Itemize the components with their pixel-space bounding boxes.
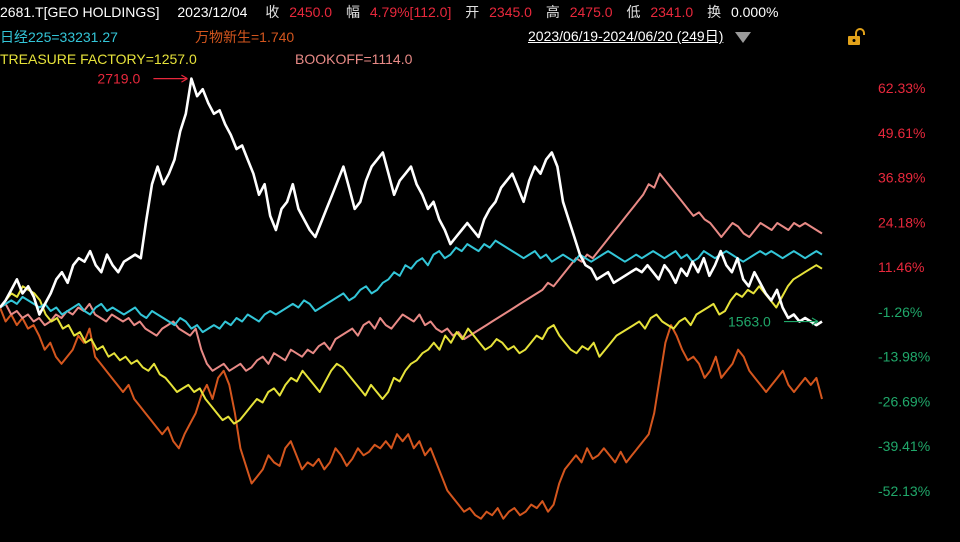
header-row: 2681.T[GEO HOLDINGS] 2023/12/04 收 2450.0…: [0, 2, 778, 22]
close-label: 收: [265, 4, 280, 20]
y-tick-label: 36.89%: [878, 170, 925, 186]
y-tick-label: -52.13%: [878, 483, 930, 499]
series-line-3: [0, 264, 823, 425]
high-label: 高: [545, 4, 560, 20]
y-tick-label: 11.46%: [878, 259, 924, 275]
change-value: 4.79%[112.0]: [369, 4, 452, 20]
legend-treasure[interactable]: TREASURE FACTORY=1257.0: [0, 51, 197, 67]
lock-icon[interactable]: [846, 28, 866, 46]
date-range-text[interactable]: 2023/06/19-2024/06/20 (249日): [528, 28, 724, 44]
annotation-arrow-head: [811, 317, 819, 326]
series-line-1: [0, 239, 823, 334]
open-label: 开: [465, 4, 480, 20]
turnover-value: 0.000%: [730, 4, 779, 20]
legend-wanwu[interactable]: 万物新生=1.740: [195, 29, 295, 45]
series-line-0: [0, 77, 823, 327]
max-annotation-label: 2719.0: [97, 71, 140, 87]
y-axis: 62.33% 49.61% 36.89% 24.18% 11.46% -1.26% -13.…: [878, 80, 930, 499]
turnover-label: 换: [707, 4, 722, 20]
y-tick-label: -13.98%: [878, 349, 930, 365]
symbol-label[interactable]: 2681.T[GEO HOLDINGS]: [0, 4, 160, 20]
open-value: 2345.0: [489, 4, 532, 20]
y-tick-label: 24.18%: [878, 214, 925, 230]
min-annotation-label: 1563.0: [728, 314, 771, 330]
y-tick-label: -1.26%: [878, 304, 922, 320]
annotations: 2719.0 1563.0: [97, 71, 819, 330]
close-value: 2450.0: [289, 4, 333, 20]
low-label: 低: [626, 4, 641, 20]
y-tick-label: 49.61%: [878, 125, 925, 141]
legend-bookoff[interactable]: BOOKOFF=1114.0: [295, 51, 413, 67]
y-tick-label: 62.33%: [878, 80, 925, 96]
series-lines: [0, 77, 823, 520]
date-range-selector[interactable]: 2023/06/19-2024/06/20 (249日): [528, 26, 752, 46]
series-line-4: [0, 172, 823, 372]
chevron-down-icon[interactable]: [735, 31, 752, 43]
legend-row-2: TREASURE FACTORY=1257.0 BOOKOFF=1114.0: [0, 51, 412, 67]
legend-nikkei[interactable]: 日经225=33231.27: [0, 29, 118, 45]
y-tick-label: -39.41%: [878, 438, 930, 454]
low-value: 2341.0: [650, 4, 694, 20]
annotation-arrow-head: [181, 74, 188, 83]
series-line-2: [0, 307, 823, 520]
legend-row-1: 日经225=33231.27 万物新生=1.740: [0, 27, 294, 47]
high-value: 2475.0: [569, 4, 613, 20]
y-tick-label: -26.69%: [878, 393, 930, 409]
change-label: 幅: [345, 4, 360, 20]
date-label: 2023/12/04: [177, 4, 248, 20]
